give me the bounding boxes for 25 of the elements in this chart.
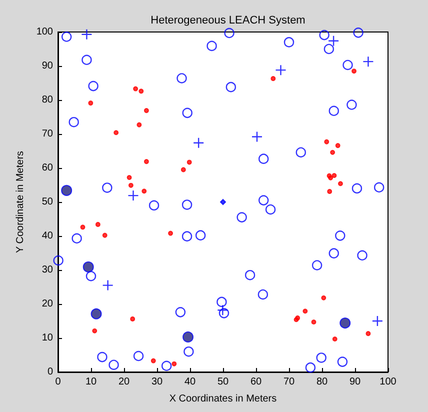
- x-tick-label: 20: [118, 376, 130, 388]
- x-tick-label: 100: [380, 376, 397, 388]
- x-tick-label: 70: [283, 376, 295, 388]
- y-tick-label: 40: [42, 230, 54, 242]
- y-tick-label: 100: [36, 26, 54, 38]
- x-tick-label: 90: [349, 376, 361, 388]
- y-tick-label: 60: [42, 162, 54, 174]
- y-tick-label: 70: [42, 128, 54, 140]
- x-tick-label: 10: [85, 376, 97, 388]
- y-tick-label: 50: [42, 196, 54, 208]
- x-tick-label: 40: [184, 376, 196, 388]
- y-axis-title: Y Coordinate in Meters: [14, 150, 26, 254]
- y-tick-label: 0: [47, 366, 54, 378]
- y-tick-label: 30: [42, 264, 54, 276]
- chart-title: Heterogeneous LEACH System: [150, 14, 306, 26]
- y-tick-label: 80: [42, 94, 54, 106]
- x-tick-label: 50: [217, 376, 229, 388]
- x-tick-label: 0: [55, 376, 62, 388]
- x-axis-title: X Coordinates in Meters: [169, 394, 277, 404]
- x-tick-label: 80: [316, 376, 328, 388]
- y-tick-label: 90: [42, 60, 54, 72]
- y-tick-label: 10: [42, 332, 54, 344]
- y-tick-label: 20: [42, 298, 54, 310]
- x-tick-label: 60: [250, 376, 262, 388]
- x-tick-label: 30: [151, 376, 163, 388]
